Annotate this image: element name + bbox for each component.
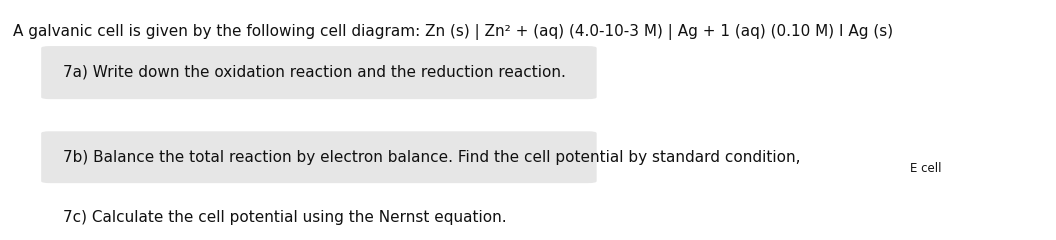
FancyBboxPatch shape (41, 46, 597, 99)
Text: 7c) Calculate the cell potential using the Nernst equation.: 7c) Calculate the cell potential using t… (63, 210, 507, 225)
Text: E cell: E cell (910, 162, 942, 174)
Text: 7a) Write down the oxidation reaction and the reduction reaction.: 7a) Write down the oxidation reaction an… (63, 65, 566, 79)
Text: A galvanic cell is given by the following cell diagram: Zn (s) | Zn² + (aq) (4.0: A galvanic cell is given by the followin… (13, 24, 892, 40)
Text: 7b) Balance the total reaction by electron balance. Find the cell potential by s: 7b) Balance the total reaction by electr… (63, 150, 800, 165)
FancyBboxPatch shape (41, 131, 597, 183)
